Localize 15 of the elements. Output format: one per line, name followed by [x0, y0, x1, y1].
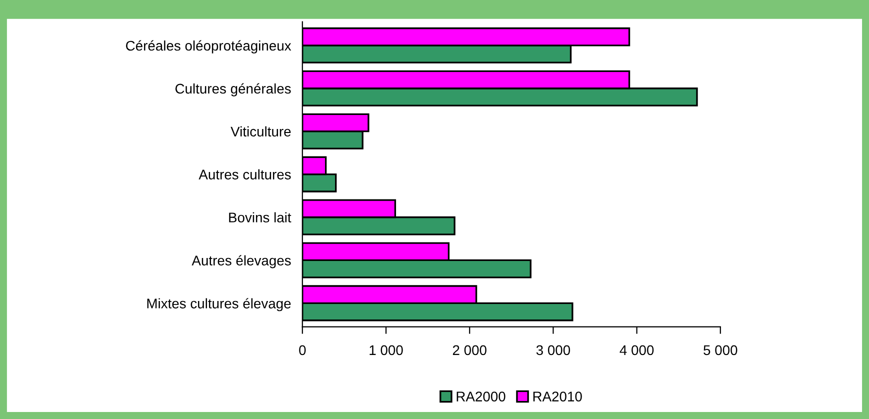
y-tick-label: Cultures générales: [175, 83, 291, 96]
x-tick-label: 4 000: [620, 345, 654, 356]
x-tick-label: 5 000: [704, 345, 738, 356]
y-tick-label: Autres élevages: [192, 255, 291, 268]
y-tick-label: Bovins lait: [229, 212, 292, 222]
y-tick-label: Autres cultures: [198, 169, 291, 180]
x-tick-label: 0: [299, 345, 306, 356]
y-tick-label: Viticulture: [230, 126, 291, 137]
legend-label: RA2010: [533, 392, 582, 402]
x-tick-label: 2 000: [452, 345, 486, 356]
legend-label: RA2000: [456, 392, 506, 402]
y-tick-label: Céréales oléoprotéagineux: [126, 40, 292, 54]
y-tick-label: Mixtes cultures élevage: [147, 298, 291, 312]
x-tick-label: 1 000: [370, 345, 403, 356]
x-tick-label: 3 000: [536, 345, 570, 356]
